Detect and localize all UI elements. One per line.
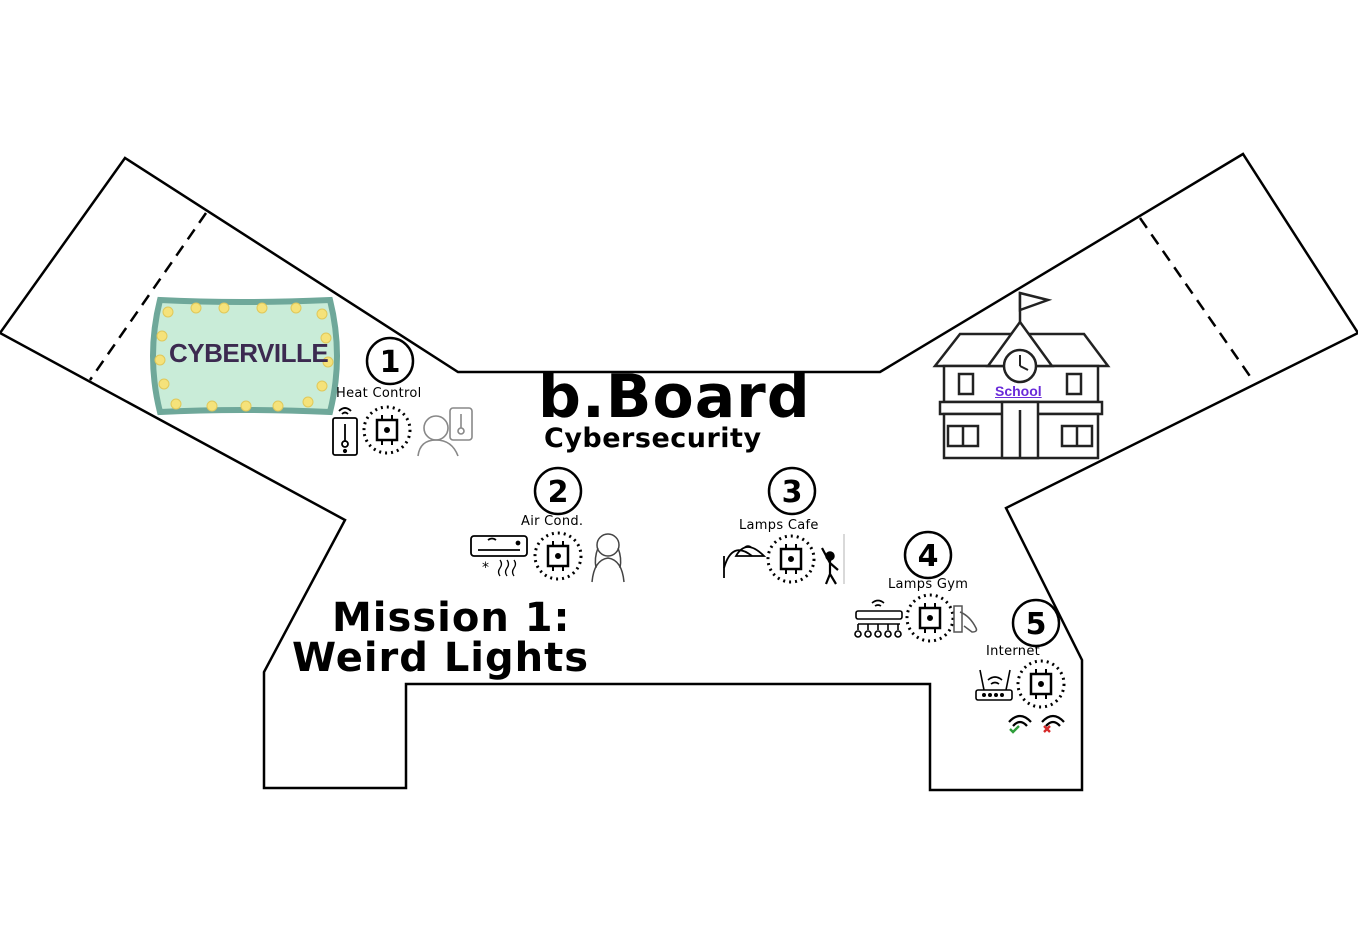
board-title: b.Board (538, 362, 811, 432)
station-1-marker[interactable]: 1 (365, 336, 415, 386)
cyberville-sign[interactable] (150, 296, 340, 416)
school-building[interactable] (932, 291, 1111, 460)
station-4-marker[interactable]: 4 (903, 530, 953, 580)
wifi-connected-icon (1008, 714, 1032, 734)
station-2-marker[interactable]: 2 (533, 466, 583, 516)
mission-line-2: Weird Lights (292, 635, 590, 681)
hand-switch-icon (953, 605, 978, 633)
chip-icon[interactable] (905, 593, 955, 643)
station-5-number: 5 (1026, 607, 1047, 642)
mission-line-1: Mission 1: (332, 595, 571, 641)
light-bar-icon (854, 599, 903, 638)
left-wing-divider (88, 212, 208, 381)
wall-lamp-icon (723, 545, 767, 578)
station-2-number: 2 (548, 475, 569, 510)
chip-icon[interactable] (766, 534, 816, 584)
station-2-label: Air Cond. (521, 514, 584, 529)
mission-title: Mission 1: Weird Lights (292, 598, 589, 678)
station-3-marker[interactable]: 3 (767, 466, 817, 516)
station-4-number: 4 (918, 539, 939, 574)
cyberville-sign-label: CYBERVILLE (169, 338, 329, 368)
air-conditioner-icon: * (470, 535, 528, 577)
floor-outline (0, 152, 1358, 792)
thermostat-phone-icon (332, 407, 358, 456)
station-4-label: Lamps Gym (888, 577, 969, 592)
chip-icon[interactable] (1016, 659, 1066, 709)
right-wing-divider (1138, 217, 1256, 383)
sign-bulbs (154, 302, 334, 412)
person-switch-icon (821, 534, 845, 585)
school-label[interactable]: School (995, 383, 1042, 399)
wifi-disconnected-icon (1041, 714, 1065, 733)
station-1-number: 1 (380, 345, 401, 380)
chip-icon[interactable] (533, 531, 583, 581)
sweating-person-icon (591, 533, 625, 583)
person-thermometer-icon (417, 407, 473, 457)
station-5-label: Internet (986, 644, 1041, 659)
board-subtitle: Cybersecurity (544, 423, 762, 454)
router-icon (975, 669, 1013, 701)
station-3-label: Lamps Cafe (739, 518, 819, 533)
station-5-marker[interactable]: 5 (1011, 598, 1061, 648)
station-3-number: 3 (782, 475, 803, 510)
station-1-label: Heat Control (336, 386, 422, 401)
chip-icon[interactable] (362, 405, 412, 455)
svg-text:*: * (482, 560, 489, 576)
